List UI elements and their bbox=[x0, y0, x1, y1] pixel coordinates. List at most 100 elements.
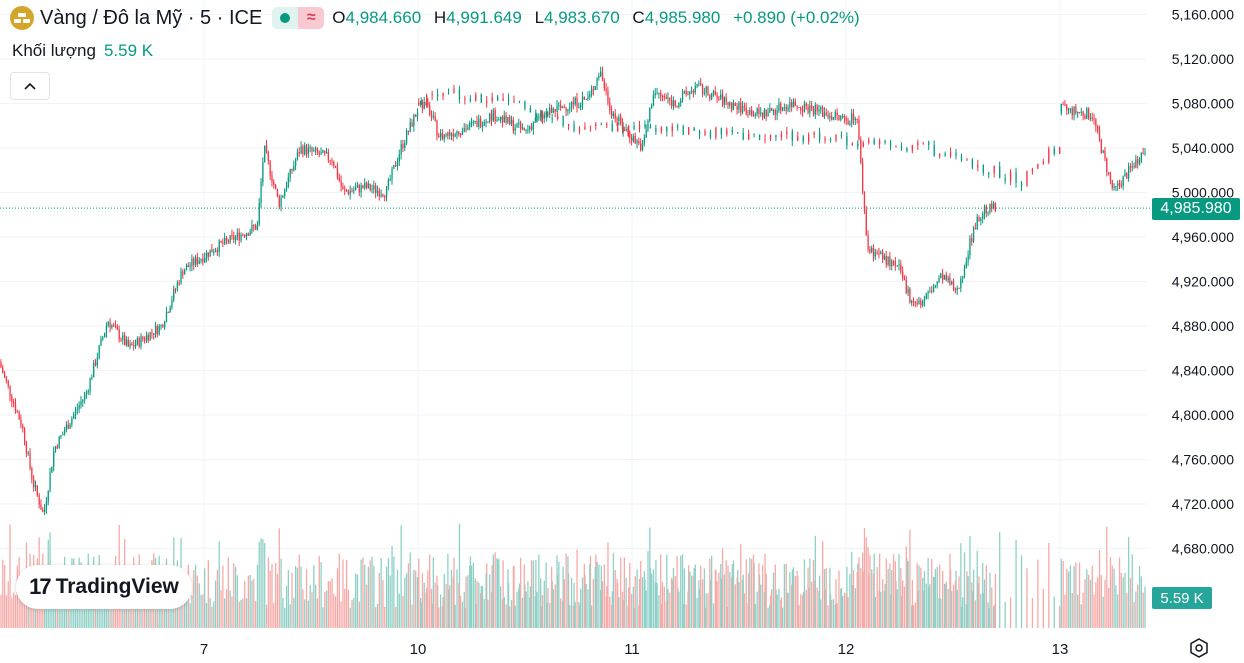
candle-body bbox=[638, 125, 641, 129]
volume-bar bbox=[318, 556, 320, 628]
candle-body bbox=[289, 169, 291, 178]
gear-icon[interactable] bbox=[1188, 637, 1210, 659]
candle-body bbox=[912, 300, 915, 302]
volume-bar bbox=[351, 599, 353, 628]
candle-body bbox=[554, 108, 556, 112]
candle-body bbox=[560, 105, 562, 108]
volume-bar bbox=[860, 568, 862, 628]
candle-body bbox=[247, 233, 249, 236]
volume-bar bbox=[776, 594, 778, 628]
candle-body bbox=[447, 92, 450, 94]
candle-body bbox=[456, 131, 458, 135]
volume-bar bbox=[740, 543, 742, 628]
volume-bar bbox=[458, 523, 461, 628]
candle-body bbox=[1069, 108, 1072, 110]
volume-bar bbox=[418, 558, 420, 628]
volume-bar bbox=[376, 603, 379, 628]
volume-bar bbox=[396, 569, 399, 628]
volume-bar bbox=[878, 590, 880, 628]
gold-bars-icon[interactable] bbox=[10, 6, 34, 30]
symbol-title[interactable]: Vàng / Đô la Mỹ · 5 · ICE bbox=[40, 6, 263, 29]
candle-body bbox=[505, 115, 507, 123]
candle-body bbox=[178, 282, 180, 284]
volume-bar bbox=[184, 583, 186, 628]
collapse-legend-button[interactable] bbox=[10, 72, 50, 100]
candle-body bbox=[131, 343, 133, 346]
candle-body bbox=[71, 418, 73, 425]
volume-bar bbox=[1009, 597, 1012, 628]
chevron-up-icon bbox=[24, 82, 36, 90]
status-pill[interactable]: ≈ bbox=[272, 7, 325, 29]
candle-body bbox=[649, 108, 651, 121]
candle-body bbox=[525, 129, 527, 131]
volume-bar bbox=[598, 564, 600, 628]
volume-bar bbox=[825, 568, 827, 628]
volume-bar bbox=[382, 579, 384, 628]
candle-body bbox=[87, 391, 89, 393]
candle-body bbox=[149, 332, 151, 341]
volume-bar bbox=[609, 596, 611, 628]
volume-bar bbox=[516, 591, 518, 628]
volume-bar bbox=[202, 594, 204, 628]
candle-body bbox=[1037, 164, 1039, 169]
volume-bar bbox=[280, 558, 282, 628]
candle-body bbox=[623, 129, 625, 131]
volume-bar bbox=[976, 550, 978, 628]
candle-body bbox=[808, 134, 810, 142]
candle-body bbox=[409, 122, 411, 132]
candle-body bbox=[887, 256, 889, 265]
volume-bar bbox=[918, 565, 920, 628]
candle-body bbox=[936, 282, 938, 286]
volume-bar bbox=[932, 576, 935, 628]
candle-body bbox=[824, 138, 826, 141]
candle-body bbox=[704, 131, 706, 135]
candle-body bbox=[436, 120, 438, 136]
candle-body bbox=[584, 126, 586, 130]
volume-bar bbox=[552, 589, 555, 628]
volume-bar bbox=[811, 581, 813, 628]
candle-body bbox=[503, 115, 505, 123]
candle-body bbox=[1144, 152, 1146, 154]
tradingview-logo[interactable]: 17 TradingView bbox=[16, 565, 192, 609]
volume-bar bbox=[805, 589, 807, 628]
volume-bar bbox=[954, 580, 957, 628]
candle-body bbox=[856, 118, 858, 120]
volume-bar bbox=[481, 586, 484, 628]
candle-body bbox=[796, 105, 798, 108]
volume-bar bbox=[240, 599, 242, 628]
volume-bar bbox=[287, 569, 290, 628]
volume-bar bbox=[405, 573, 408, 628]
volume-bar bbox=[507, 569, 509, 628]
volume-bar bbox=[754, 603, 756, 628]
candle-body bbox=[438, 135, 440, 138]
candle-body bbox=[547, 112, 549, 115]
candle-body bbox=[1004, 178, 1006, 181]
candle-body bbox=[581, 96, 584, 106]
y-tick-label: 5,160.000 bbox=[1172, 7, 1234, 23]
volume-bar bbox=[772, 572, 775, 628]
candle-body bbox=[720, 94, 722, 99]
volume-bar bbox=[751, 559, 753, 628]
candle-body bbox=[510, 120, 513, 125]
volume-bar bbox=[885, 558, 887, 628]
volume-bar bbox=[1078, 562, 1081, 628]
candle-body bbox=[76, 408, 79, 410]
volume-bar bbox=[574, 601, 576, 628]
volume-bar bbox=[345, 559, 348, 628]
candle-body bbox=[407, 130, 410, 132]
candle-body bbox=[54, 446, 57, 452]
candle-body bbox=[693, 127, 695, 131]
candle-body bbox=[689, 91, 691, 95]
volume-bar bbox=[134, 603, 137, 628]
volume-bar bbox=[752, 554, 755, 628]
candle-body bbox=[267, 152, 270, 162]
volume-legend: Khối lượng 5.59 K bbox=[12, 41, 153, 61]
candle-body bbox=[971, 238, 973, 242]
candle-body bbox=[683, 91, 686, 94]
candle-body bbox=[29, 452, 31, 468]
candle-body bbox=[1067, 109, 1070, 111]
candle-body bbox=[743, 106, 746, 108]
volume-bar bbox=[447, 553, 449, 628]
volume-label[interactable]: Khối lượng bbox=[12, 41, 96, 60]
